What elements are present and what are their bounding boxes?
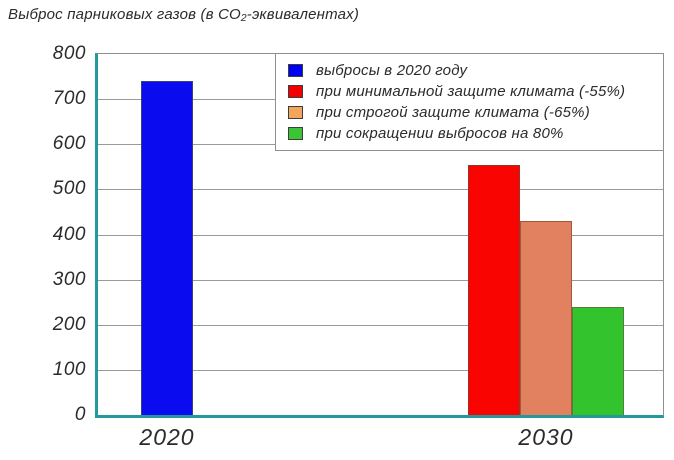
legend-label: при сокращении выбросов на 80%: [316, 124, 564, 142]
legend-item: при минимальной защите климата (-55%): [288, 81, 655, 101]
gridline: [98, 189, 663, 191]
y-tick-label: 500: [52, 178, 86, 200]
y-tick-label: 800: [52, 43, 86, 64]
y-tick-label: 700: [52, 88, 86, 110]
legend-label: выбросы в 2020 году: [316, 61, 468, 79]
plot-area: выбросы в 2020 году при минимальной защи…: [95, 53, 664, 418]
y-tick-label: 0: [74, 404, 86, 425]
legend-swatch-blue: [288, 63, 303, 77]
x-tick-2030: 2030: [518, 424, 574, 450]
bar-series-0: [141, 81, 193, 415]
y-tick-label: 400: [52, 223, 86, 245]
y-tick-label: 600: [52, 133, 86, 155]
legend-item: при сокращении выбросов на 80%: [288, 123, 655, 143]
y-tick-label: 100: [52, 358, 86, 380]
legend: выбросы в 2020 году при минимальной защи…: [275, 54, 663, 151]
chart-title: Выброс парниковых газов (в СО₂-эквивален…: [8, 6, 360, 23]
gridline: [98, 369, 663, 371]
legend-item: при строгой защите климата (-65%): [288, 102, 655, 122]
x-axis-tick-labels: 2020 2030: [98, 424, 664, 456]
bar-series-3: [572, 306, 624, 415]
legend-swatch-green: [288, 126, 303, 140]
bar-series-2: [520, 221, 572, 415]
legend-swatch-red: [288, 84, 303, 98]
bar-series-1: [468, 164, 520, 415]
x-tick-2020: 2020: [139, 424, 195, 450]
gridline: [98, 324, 663, 326]
y-tick-label: 300: [52, 268, 86, 290]
legend-label: при минимальной защите климата (-55%): [316, 82, 626, 100]
legend-swatch-orange: [288, 105, 303, 119]
legend-label: при строгой защите климата (-65%): [316, 103, 590, 121]
y-tick-label: 200: [52, 313, 86, 335]
gridline: [98, 279, 663, 281]
gridline: [98, 234, 663, 236]
y-axis-tick-labels: 0 100 200 300 400 500 600 700 800: [0, 43, 86, 425]
legend-item: выбросы в 2020 году: [288, 60, 655, 80]
bars-layer: [98, 54, 663, 415]
